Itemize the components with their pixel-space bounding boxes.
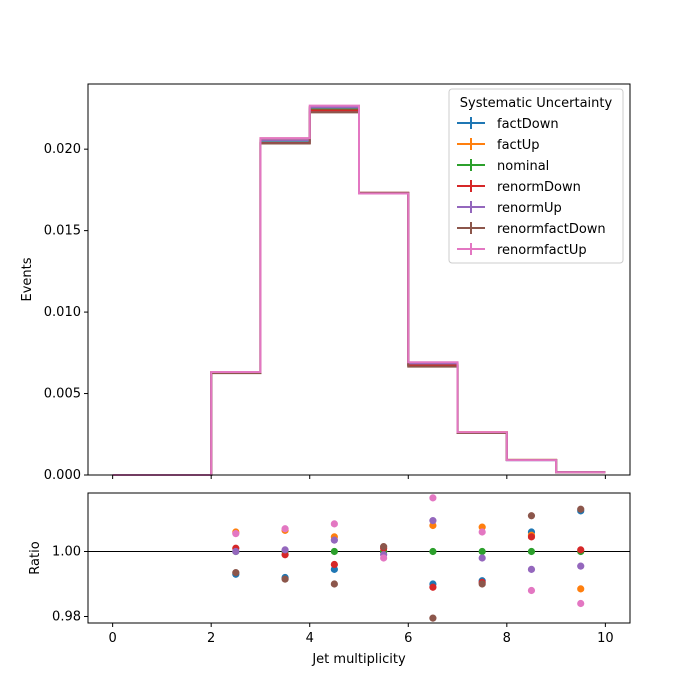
ratio-point-renormfactUp xyxy=(232,530,240,538)
ratio-point-renormfactUp xyxy=(281,525,289,533)
ratio-point-renormDown xyxy=(527,533,536,541)
ratio-point-renormUp xyxy=(330,536,338,544)
top-axes-frame xyxy=(87,83,631,476)
ratio-point-nominal xyxy=(429,547,437,556)
ratio-point-renormfactDown xyxy=(478,580,486,588)
series-line-renormfactUp xyxy=(112,104,606,476)
ratio-point-renormfactUp xyxy=(577,599,585,608)
top-y-axis-label: Events xyxy=(20,257,35,301)
ratio-point-renormUp xyxy=(577,562,585,570)
ratio-x-tick-label: 4 xyxy=(306,631,314,646)
ratio-x-tick-label: 6 xyxy=(404,631,412,646)
ratio-point-renormDown xyxy=(330,560,338,569)
main-histogram-panel: 0.000 0.005 0.010 0.015 0.020 Events xyxy=(20,83,631,483)
ratio-point-renormfactDown xyxy=(429,614,437,622)
ratio-point-renormfactDown xyxy=(281,575,289,583)
legend-box xyxy=(448,88,624,264)
ratio-point-renormfactUp xyxy=(380,554,388,562)
legend-label-nominal: nominal xyxy=(497,159,549,174)
top-y-tick-label: 0.015 xyxy=(44,224,81,239)
ratio-point-renormUp xyxy=(281,546,289,554)
ratio-y-tick-label: 1.00 xyxy=(52,545,81,560)
ratio-panel: 0 2 4 6 8 10 0.98 1.00 Jet multiplicity Ratio xyxy=(28,492,631,667)
ratio-point-renormfactUp xyxy=(429,494,437,502)
legend-label-renormfactDown: renormfactDown xyxy=(497,222,606,237)
ratio-y-tick-label: 0.98 xyxy=(52,610,81,625)
ratio-point-renormUp xyxy=(478,554,486,562)
ratio-point-nominal xyxy=(330,547,338,556)
ratio-x-tick-label: 8 xyxy=(503,631,511,646)
top-y-tick-label: 0.020 xyxy=(44,142,81,157)
legend-label-factUp: factUp xyxy=(497,138,540,153)
legend: Systematic Uncertainty factDown factUp nomi… xyxy=(448,88,624,264)
ratio-point-renormfactDown xyxy=(380,543,388,551)
ratio-x-tick-label: 10 xyxy=(597,631,614,646)
ratio-point-renormDown xyxy=(429,583,437,591)
ratio-point-renormfactDown xyxy=(527,512,536,520)
top-y-tick-label: 0.005 xyxy=(44,387,81,402)
ratio-point-renormfactUp xyxy=(330,520,338,528)
ratio-point-nominal xyxy=(527,547,536,556)
ratio-axes-frame xyxy=(87,492,631,624)
ratio-x-axis-label: Jet multiplicity xyxy=(311,652,406,667)
legend-label-factDown: factDown xyxy=(497,117,559,132)
legend-label-renormDown: renormDown xyxy=(497,180,581,195)
ratio-point-renormUp xyxy=(232,547,240,556)
legend-label-renormfactUp: renormfactUp xyxy=(497,243,587,258)
top-y-tick-label: 0.010 xyxy=(44,305,81,320)
ratio-point-renormDown xyxy=(577,546,585,554)
ratio-point-renormUp xyxy=(429,517,437,525)
ratio-x-tick-label: 2 xyxy=(207,631,215,646)
ratio-y-axis-label: Ratio xyxy=(28,541,43,574)
ratio-point-renormfactDown xyxy=(577,505,585,513)
ratio-point-renormfactUp xyxy=(527,586,536,595)
legend-title: Systematic Uncertainty xyxy=(460,96,613,111)
ratio-point-renormfactUp xyxy=(478,528,486,536)
legend-label-renormUp: renormUp xyxy=(497,201,562,216)
ratio-x-tick-label: 0 xyxy=(108,631,116,646)
top-y-tick-label: 0.000 xyxy=(44,468,81,483)
ratio-point-renormfactDown xyxy=(330,580,338,588)
ratio-point-factUp xyxy=(577,585,585,593)
ratio-point-renormfactDown xyxy=(232,569,240,577)
ratio-point-nominal xyxy=(478,547,486,556)
ratio-point-renormUp xyxy=(527,565,536,573)
